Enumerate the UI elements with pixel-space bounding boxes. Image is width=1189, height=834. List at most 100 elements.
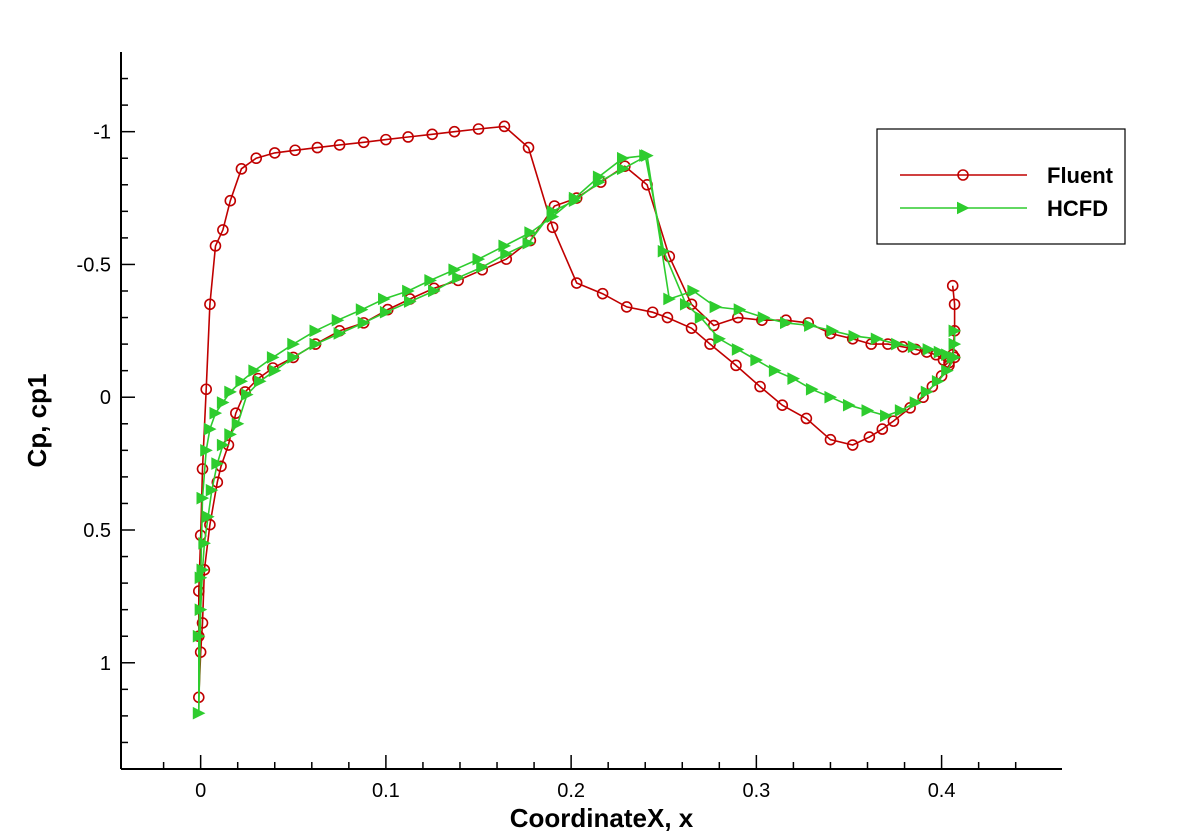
hcfd-point <box>931 374 945 388</box>
hcfd-point <box>333 327 347 340</box>
series-fluent <box>192 120 961 704</box>
series-layer <box>192 120 962 720</box>
hcfd-point <box>216 438 230 452</box>
y-tick-label: 0.5 <box>83 520 111 542</box>
fluent-point <box>268 147 281 159</box>
hcfd-point <box>224 428 237 441</box>
fluent-point <box>196 617 209 629</box>
x-tick-label: 0.2 <box>557 780 585 802</box>
fluent-point <box>209 240 222 252</box>
fluent-point <box>357 136 370 149</box>
fluent-point <box>863 431 876 443</box>
hcfd-point <box>248 364 261 377</box>
y-tick-label: -1 <box>93 122 111 144</box>
fluent-point <box>685 322 698 334</box>
hcfd-point <box>946 351 960 364</box>
fluent-point <box>948 298 961 311</box>
hcfd-point <box>657 244 671 258</box>
hcfd-point <box>592 175 606 189</box>
hcfd-point <box>331 313 345 327</box>
hcfd-point <box>757 311 771 324</box>
fluent-point <box>887 415 900 427</box>
x-tick-label: 0.1 <box>372 780 400 802</box>
hcfd-point <box>268 364 282 377</box>
fluent-point <box>546 221 559 234</box>
hcfd-point <box>194 603 208 616</box>
hcfd-point <box>266 351 280 364</box>
fluent-point <box>876 423 889 435</box>
hcfd-point <box>894 404 908 417</box>
fluent-point <box>426 128 438 141</box>
y-tick-label: -0.5 <box>77 254 111 276</box>
fluent-point <box>192 585 205 597</box>
fluent-point <box>661 311 674 324</box>
hcfd-point <box>941 364 954 377</box>
hcfd-point <box>231 417 245 431</box>
hcfd-point <box>907 340 921 354</box>
fluent-point <box>620 301 633 313</box>
hcfd-point <box>787 372 801 385</box>
x-tick-label: 0.4 <box>928 780 956 802</box>
hcfd-point <box>848 329 862 343</box>
hcfd-point <box>909 396 923 409</box>
hcfd-point <box>224 385 237 399</box>
hcfd-point <box>428 284 441 298</box>
hcfd-point <box>196 563 210 577</box>
hcfd-point <box>216 396 230 409</box>
hcfd-point <box>240 388 254 401</box>
legend-label: Fluent <box>1047 163 1114 188</box>
hcfd-point <box>522 236 536 250</box>
hcfd-point <box>768 364 782 377</box>
hcfd-point <box>287 351 300 364</box>
hcfd-point <box>192 706 206 720</box>
fluent-point <box>596 287 609 300</box>
hcfd-point <box>805 382 819 396</box>
hcfd-point <box>209 406 223 420</box>
fluent-point <box>957 169 969 181</box>
hcfd-point <box>476 260 489 274</box>
hcfd-point <box>687 284 700 298</box>
y-tick-label: 1 <box>100 653 111 675</box>
y-axis-title: Cp, cp1 <box>22 374 52 468</box>
hcfd-point <box>524 226 537 239</box>
fluent-point <box>235 163 248 175</box>
hcfd-point <box>202 510 215 524</box>
fluent-point <box>646 306 659 319</box>
hcfd-point <box>804 319 817 332</box>
hcfd-point <box>957 201 970 215</box>
legend: Fluent HCFD <box>876 128 1126 245</box>
hcfd-point <box>546 205 560 218</box>
hcfd-point <box>378 292 391 306</box>
fluent-point <box>522 141 535 154</box>
fluent-point <box>824 433 837 446</box>
hcfd-point <box>309 337 323 351</box>
hcfd-point <box>920 385 934 399</box>
series-line-hcfd <box>198 154 956 714</box>
fluent-point <box>846 439 859 451</box>
x-tick-label: 0 <box>195 780 206 802</box>
hcfd-point <box>616 162 630 176</box>
hcfd-point <box>472 252 486 266</box>
hcfd-point <box>870 332 884 346</box>
hcfd-point <box>779 316 793 330</box>
fluent-point <box>204 518 216 531</box>
hcfd-point <box>861 404 875 417</box>
fluent-point <box>289 144 301 157</box>
hcfd-point <box>309 324 323 338</box>
hcfd-point <box>891 337 904 351</box>
hcfd-point <box>235 374 249 388</box>
y-tick-label: 0 <box>100 387 111 409</box>
hcfd-point <box>679 297 693 311</box>
hcfd-point <box>709 300 723 314</box>
fluent-point <box>776 399 789 411</box>
hcfd-point <box>403 295 417 308</box>
hcfd-point <box>616 151 630 165</box>
hcfd-point <box>448 263 462 277</box>
x-axis-title: CoordinateX, x <box>510 803 694 833</box>
hcfd-point <box>211 457 224 470</box>
fluent-point <box>800 412 813 425</box>
fluent-point <box>217 224 229 236</box>
hcfd-point <box>424 274 437 287</box>
hcfd-point <box>731 343 745 356</box>
